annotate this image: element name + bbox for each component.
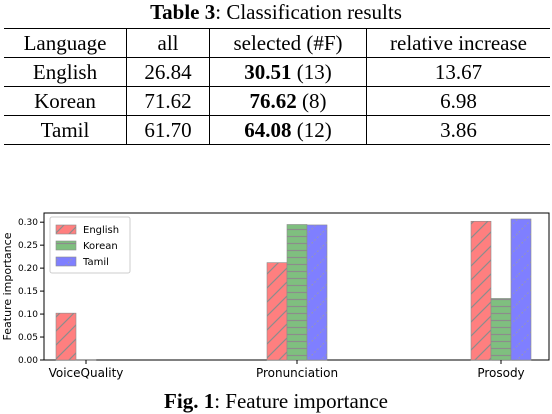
selected-score: 76.62 xyxy=(249,89,297,113)
classification-results-table: Language all selected (#F) relative incr… xyxy=(4,28,550,145)
feature-count: (12) xyxy=(296,118,332,142)
header-all: all xyxy=(126,28,210,58)
y-tick-label: 0.30 xyxy=(18,218,38,228)
cell-all: 26.84 xyxy=(126,57,210,87)
cell-language: Korean xyxy=(4,86,127,116)
table-caption-text: : Classification results xyxy=(215,0,402,24)
x-tick-label: VoiceQuality xyxy=(49,366,124,380)
header-language: Language xyxy=(4,28,127,58)
y-tick-label: 0.25 xyxy=(18,241,38,251)
bar-hatch xyxy=(490,298,512,361)
cell-selected: 76.62 (8) xyxy=(209,86,367,116)
bar-hatch xyxy=(286,224,308,361)
cell-relative-increase: 6.98 xyxy=(366,86,550,116)
x-tick-label: Prosody xyxy=(477,366,524,380)
cell-selected: 30.51 (13) xyxy=(209,57,367,87)
cell-relative-increase: 13.67 xyxy=(366,57,550,87)
legend-swatch-hatch xyxy=(55,224,77,235)
table-row: Korean 71.62 76.62 (8) 6.98 xyxy=(4,86,550,116)
header-selected: selected (#F) xyxy=(209,28,367,58)
legend-entry: English xyxy=(83,225,119,236)
y-tick-label: 0.10 xyxy=(18,310,38,320)
table-row: Tamil 61.70 64.08 (12) 3.86 xyxy=(4,115,550,145)
table-caption: Table 3: Classification results xyxy=(0,0,552,24)
bar-hatch xyxy=(55,312,77,361)
bar-hatch xyxy=(510,218,532,361)
table-row: English 26.84 30.51 (13) 13.67 xyxy=(4,57,550,87)
y-tick-label: 0.00 xyxy=(18,356,38,366)
cell-language: English xyxy=(4,57,127,87)
table-caption-label: Table 3 xyxy=(150,0,216,24)
legend-entry: Korean xyxy=(83,241,118,252)
bar-hatch xyxy=(306,224,328,361)
bar-hatch xyxy=(470,220,492,361)
selected-score: 30.51 xyxy=(244,60,292,84)
feature-count: (8) xyxy=(302,89,327,113)
figure-caption-text: : Feature importance xyxy=(214,389,388,413)
figure-caption: Fig. 1: Feature importance xyxy=(0,389,552,413)
y-tick-label: 0.05 xyxy=(18,333,38,343)
cell-all: 61.70 xyxy=(126,115,210,145)
legend-swatch-hatch xyxy=(55,256,77,267)
y-tick-label: 0.15 xyxy=(18,287,38,297)
feature-count: (13) xyxy=(296,60,332,84)
figure-caption-label: Fig. 1 xyxy=(164,389,215,413)
y-tick-label: 0.20 xyxy=(18,264,38,274)
y-axis-label: Feature importance xyxy=(1,232,14,340)
cell-language: Tamil xyxy=(4,115,127,145)
legend-swatch-hatch xyxy=(55,240,77,251)
x-tick-label: Pronunciation xyxy=(256,366,338,380)
bar-hatch xyxy=(266,262,288,361)
header-relative-increase: relative increase xyxy=(366,28,550,58)
selected-score: 64.08 xyxy=(244,118,292,142)
legend-entry: Tamil xyxy=(82,257,109,268)
cell-relative-increase: 3.86 xyxy=(366,115,550,145)
cell-selected: 64.08 (12) xyxy=(209,115,367,145)
table-header-row: Language all selected (#F) relative incr… xyxy=(4,28,550,58)
cell-all: 71.62 xyxy=(126,86,210,116)
feature-importance-chart: 0.00 0.05 0.10 0.15 0.20 0.25 0.30 Feature impo… xyxy=(1,212,550,380)
